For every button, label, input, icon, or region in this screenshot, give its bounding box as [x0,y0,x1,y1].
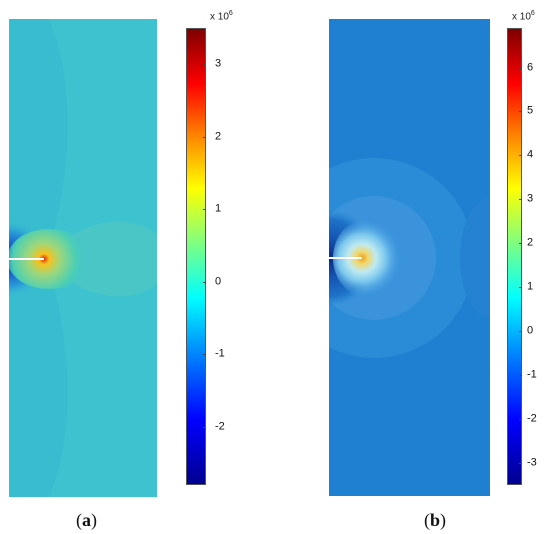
upper-lobe [9,19,68,259]
colorbar-tick-label: 0 [215,275,222,288]
colorbar-tick-mark [519,287,522,289]
colorbar-tick-mark [203,354,206,356]
colorbar-tick-mark [519,155,522,157]
colorbar-tick-label: 1 [215,202,222,215]
colorbar-tick-label: -2 [215,420,225,433]
colorbar-tick-label: -3 [527,456,537,469]
colorbar-tick-mark [203,281,206,283]
colorbar-tick-mark [203,136,206,138]
stress-field-b [329,19,490,496]
colorbar-tick-label: 3 [527,192,534,205]
colorbar-tick-mark [519,331,522,333]
colorbar-b [507,28,522,485]
crack-tip-concentration [333,218,405,298]
colorbar-tick-label: 1 [527,280,534,293]
right-halo [460,198,490,318]
colorbar-a [186,28,206,485]
colorbar-tick-mark [519,375,522,377]
colorbar-tick-label: 2 [527,236,534,249]
colorbar-tick-label: 6 [527,61,534,74]
colorbar-multiplier-a: x 106 [210,10,233,23]
colorbar-tick-mark [519,419,522,421]
colorbar-tick-label: -1 [215,347,225,360]
colorbar-tick-label: 4 [527,148,534,161]
colorbar-tick-mark [519,199,522,201]
lower-lobe [9,259,68,497]
crack-tip-concentration [9,229,91,289]
caption-b: (b) [424,510,447,530]
crack-line [9,258,44,260]
colorbar-tick-mark [519,67,522,69]
colorbar-tick-mark [203,209,206,211]
colorbar-tick-label: 5 [527,104,534,117]
colorbar-tick-label: 0 [527,324,534,337]
colorbar-tick-mark [519,243,522,245]
colorbar-multiplier-b: x 106 [512,10,535,23]
crack-line [329,257,362,259]
colorbar-tick-mark [519,111,522,113]
colorbar-tick-mark [203,426,206,428]
colorbar-tick-label: 3 [215,57,222,70]
colorbar-tick-label: -1 [527,368,537,381]
caption-a: (a) [76,510,97,530]
colorbar-tick-mark [203,64,206,66]
colorbar-tick-label: 2 [215,130,222,143]
colorbar-tick-label: -2 [527,412,537,425]
colorbar-tick-mark [519,463,522,465]
stress-field-a [9,19,157,497]
